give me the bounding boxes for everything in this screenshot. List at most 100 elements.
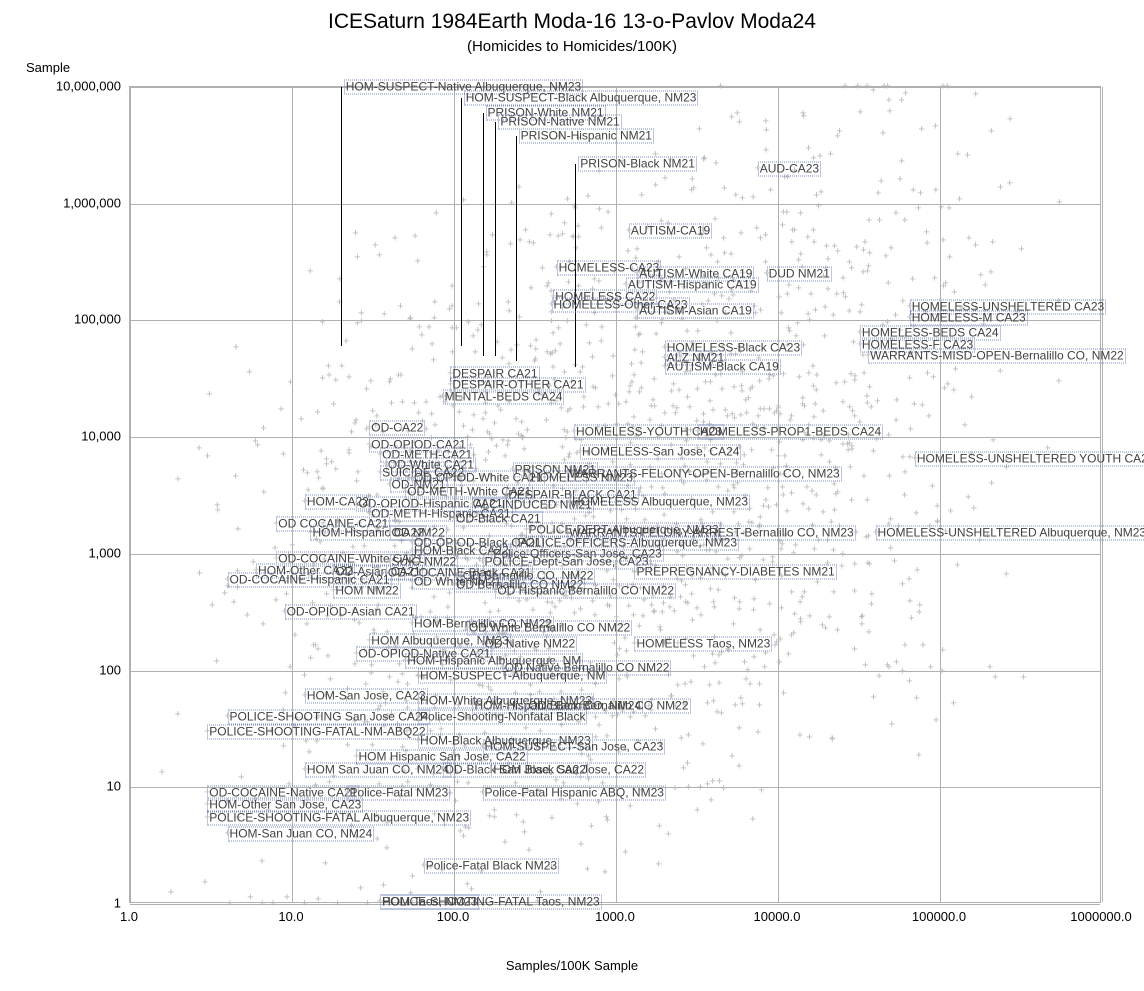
scatter-point: + [710,507,716,518]
leader-line [483,113,484,356]
scatter-point: + [831,588,837,599]
scatter-point: + [224,712,230,723]
scatter-point: + [988,479,994,490]
scatter-point: + [876,671,882,682]
scatter-point: + [320,484,326,495]
scatter-point: + [470,331,476,342]
scatter-point: + [806,316,812,327]
scatter-point: + [872,528,878,539]
scatter-point: + [902,331,908,342]
scatter-point: + [696,125,702,136]
scatter-point: + [956,195,962,206]
scatter-point: + [670,379,676,390]
scatter-point: + [866,560,872,571]
scatter-point: + [703,243,709,254]
scatter-point: + [919,401,925,412]
scatter-point: + [273,596,279,607]
scatter-point: + [366,491,372,502]
scatter-point: + [899,579,905,590]
scatter-point: + [516,312,522,323]
scatter-point: + [811,545,817,556]
scatter-point: + [627,802,633,813]
scatter-point: + [323,589,329,600]
scatter-point: + [521,828,527,839]
scatter-point: + [637,584,643,595]
data-label: HOM-Black Albuquerque, NM23 [418,733,593,748]
scatter-point: + [575,537,581,548]
scatter-point: + [777,470,783,481]
scatter-point: + [399,397,405,408]
scatter-point: + [768,186,774,197]
scatter-point: + [351,605,357,616]
scatter-point: + [776,657,782,668]
scatter-point: + [375,600,381,611]
scatter-point: + [800,341,806,352]
scatter-point: + [437,575,443,586]
scatter-point: + [762,230,768,241]
scatter-point: + [409,546,415,557]
scatter-point: + [984,531,990,542]
scatter-point: + [376,250,382,261]
scatter-point: + [753,422,759,433]
scatter-point: + [578,702,584,713]
scatter-point: + [851,586,857,597]
scatter-point: + [640,551,646,562]
scatter-point: + [361,541,367,552]
scatter-point: + [548,300,554,311]
scatter-point: + [457,641,463,652]
scatter-point: + [372,585,378,596]
scatter-point: + [564,427,570,438]
scatter-point: + [620,543,626,554]
y-tick-label: 1 [114,896,121,911]
scatter-point: + [747,504,753,515]
scatter-point: + [596,700,602,711]
scatter-point: + [475,648,481,659]
scatter-point: + [634,268,640,279]
scatter-point: + [806,368,812,379]
scatter-point: + [224,828,230,839]
scatter-point: + [336,297,342,308]
data-label: PRISON-White NM21 [486,105,606,120]
scatter-point: + [888,335,894,346]
scatter-point: + [322,859,328,870]
scatter-point: + [469,700,475,711]
scatter-point: + [542,462,548,473]
scatter-point: + [366,440,372,451]
scatter-point: + [965,493,971,504]
scatter-point: + [791,225,797,236]
scatter-point: + [232,472,238,483]
scatter-point: + [344,787,350,798]
scatter-point: + [706,680,712,691]
scatter-point: + [776,438,782,449]
scatter-point: + [526,472,532,483]
scatter-point: + [591,274,597,285]
scatter-point: + [701,662,707,673]
scatter-point: + [752,576,758,587]
scatter-point: + [891,557,897,568]
scatter-point: + [513,414,519,425]
scatter-point: + [323,691,329,702]
scatter-point: + [354,253,360,264]
scatter-point: + [928,662,934,673]
scatter-point: + [989,238,995,249]
scatter-point: + [546,623,552,634]
scatter-point: + [475,299,481,310]
scatter-point: + [282,689,288,700]
scatter-point: + [784,289,790,300]
scatter-point: + [204,787,210,798]
scatter-point: + [439,765,445,776]
scatter-point: + [627,438,633,449]
scatter-point: + [648,401,654,412]
scatter-point: + [546,654,552,665]
scatter-point: + [350,542,356,553]
scatter-point: + [857,328,863,339]
scatter-point: + [599,539,605,550]
scatter-point: + [875,188,881,199]
scatter-point: + [751,652,757,663]
scatter-point: + [343,694,349,705]
scatter-point: + [348,428,354,439]
scatter-point: + [472,347,478,358]
scatter-point: + [388,399,394,410]
scatter-point: + [529,584,535,595]
scatter-point: + [675,638,681,649]
